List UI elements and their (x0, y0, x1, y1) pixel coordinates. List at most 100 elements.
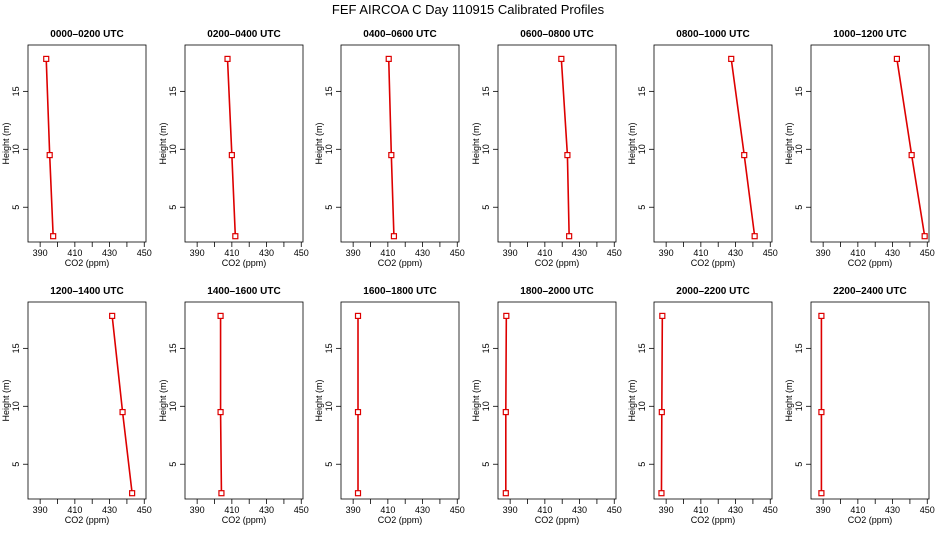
y-tick-label: 5 (11, 205, 21, 210)
panel-10: 1800–2000 UTC 390 410 430 450 5 10 15 CO2 (ppm) H… (471, 286, 622, 525)
y-axis-label: Height (m) (158, 122, 168, 164)
x-tick-label: 410 (380, 505, 395, 515)
y-tick-label: 5 (481, 205, 491, 210)
x-tick-label: 450 (137, 248, 152, 258)
panel-title: 0400–0600 UTC (363, 29, 436, 40)
x-tick-label: 430 (885, 248, 900, 258)
data-point (502, 490, 509, 497)
data-point (564, 151, 571, 159)
y-tick-label: 10 (11, 401, 21, 411)
data-point (658, 408, 665, 416)
x-tick-label: 450 (763, 248, 778, 258)
y-tick-label: 10 (324, 144, 334, 154)
x-tick-label: 430 (415, 505, 430, 515)
data-point (741, 151, 748, 159)
x-tick-label: 410 (67, 248, 82, 258)
x-axis-label: CO2 (ppm) (848, 515, 893, 525)
y-axis-label: Height (m) (627, 122, 637, 164)
y-tick-label: 15 (11, 86, 21, 96)
panel-4: 0600–0800 UTC 390 410 430 450 5 10 15 CO2 (ppm) H… (471, 29, 622, 268)
plot-frame (340, 301, 460, 500)
panel-5: 0800–1000 UTC 390 410 430 450 5 10 15 CO2 (ppm) H… (627, 29, 778, 268)
y-tick-label: 10 (324, 401, 334, 411)
y-tick-label: 15 (324, 86, 334, 96)
x-tick-label: 390 (33, 248, 48, 258)
y-tick-label: 15 (481, 86, 491, 96)
x-tick-label: 450 (294, 248, 309, 258)
x-tick-label: 410 (850, 505, 865, 515)
y-tick-label: 5 (637, 205, 647, 210)
data-point (908, 151, 915, 159)
panel-2: 0200–0400 UTC 390 410 430 450 5 10 15 CO2 (ppm) H… (158, 29, 309, 268)
x-tick-label: 430 (259, 505, 274, 515)
y-tick-label: 5 (794, 462, 804, 467)
data-point (354, 490, 362, 497)
y-tick-label: 5 (481, 462, 491, 467)
panel-title: 1000–1200 UTC (833, 29, 906, 40)
x-tick-label: 450 (763, 505, 778, 515)
x-tick-label: 390 (816, 248, 831, 258)
y-tick-label: 10 (637, 401, 647, 411)
data-point (921, 233, 928, 240)
x-tick-label: 450 (607, 248, 622, 258)
y-tick-label: 15 (168, 343, 178, 353)
y-tick-label: 10 (481, 144, 491, 154)
x-axis-label: CO2 (ppm) (65, 258, 110, 268)
y-tick-label: 15 (11, 343, 21, 353)
plot-frame (340, 44, 460, 243)
x-tick-label: 390 (346, 248, 361, 258)
data-point (566, 233, 573, 240)
x-tick-label: 430 (728, 505, 743, 515)
x-tick-label: 430 (728, 248, 743, 258)
data-point (659, 312, 666, 320)
profile-line (505, 315, 508, 494)
x-axis-label: CO2 (ppm) (535, 515, 580, 525)
data-point (728, 55, 735, 63)
data-point (217, 312, 224, 320)
data-point (818, 408, 825, 416)
x-tick-label: 430 (572, 505, 587, 515)
y-tick-label: 10 (168, 401, 178, 411)
plot-frame (497, 301, 617, 500)
y-axis-label: Height (m) (471, 379, 481, 421)
x-tick-label: 430 (415, 248, 430, 258)
data-point (228, 151, 235, 159)
y-tick-label: 5 (324, 205, 334, 210)
y-axis-label: Height (m) (1, 379, 11, 421)
x-tick-label: 450 (294, 505, 309, 515)
y-tick-label: 5 (11, 462, 21, 467)
plot-frame (810, 44, 930, 243)
data-point (119, 408, 126, 416)
profile-line (387, 58, 395, 237)
x-tick-label: 410 (850, 248, 865, 258)
y-tick-label: 10 (11, 144, 21, 154)
x-tick-label: 430 (102, 505, 117, 515)
y-tick-label: 15 (637, 343, 647, 353)
y-tick-label: 15 (637, 86, 647, 96)
x-tick-label: 450 (450, 505, 465, 515)
y-axis-label: Height (m) (158, 379, 168, 421)
x-axis-label: CO2 (ppm) (222, 258, 267, 268)
data-point (893, 55, 900, 63)
plot-frame (497, 44, 617, 243)
profile-line (896, 58, 926, 237)
x-tick-label: 410 (67, 505, 82, 515)
data-point (354, 312, 362, 320)
figure-title: FEF AIRCOA C Day 110915 Calibrated Profi… (332, 2, 605, 17)
panel-12: 2200–2400 UTC 390 410 430 450 5 10 15 CO2 (ppm) H… (784, 286, 935, 525)
panel-grid: 0000–0200 UTC 390 410 430 450 5 10 15 CO2 (ppm) H… (1, 29, 935, 525)
profile-line (219, 315, 223, 494)
y-tick-label: 15 (324, 343, 334, 353)
x-tick-label: 410 (537, 505, 552, 515)
x-axis-label: CO2 (ppm) (222, 515, 267, 525)
x-tick-label: 390 (346, 505, 361, 515)
x-tick-label: 450 (607, 505, 622, 515)
panel-title: 2200–2400 UTC (833, 286, 906, 297)
y-axis-label: Height (m) (1, 122, 11, 164)
data-point (818, 312, 825, 320)
panel-1: 0000–0200 UTC 390 410 430 450 5 10 15 CO2 (ppm) H… (1, 29, 152, 268)
y-tick-label: 10 (794, 401, 804, 411)
x-tick-label: 430 (885, 505, 900, 515)
profile-line (226, 58, 237, 237)
